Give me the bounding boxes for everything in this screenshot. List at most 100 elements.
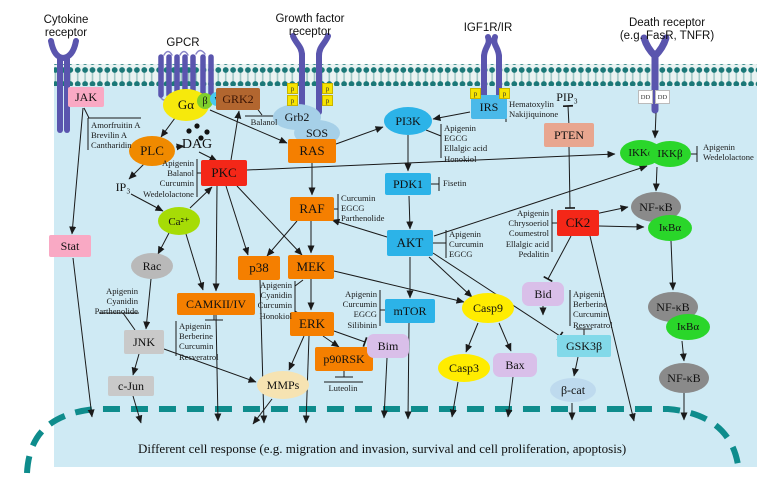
gpcr-shape — [158, 49, 214, 103]
inhibitor-list-mekerk_inh: Apigenin Cyanidin Curcumin Honokiol — [258, 280, 292, 321]
inhibitor-drug: Ellalgic acid — [505, 238, 549, 249]
activation-arrow — [651, 112, 659, 139]
phospho-tag: p — [287, 95, 298, 106]
inhibitor-drug: Honokiol — [444, 153, 477, 164]
receptor-header-line: (e.g. FasR, TNFR) — [619, 29, 715, 42]
nucleus-boundary — [24, 406, 742, 474]
node-ikkb: IKKβ — [649, 141, 691, 167]
activation-arrow — [652, 166, 660, 192]
inhibitor-drug: Apigenin — [345, 289, 377, 299]
arrows-layer — [69, 93, 698, 425]
inhibitor-list-pi3k_inh: Apigenin EGCG Ellalgic acid Honokiol — [444, 123, 487, 164]
node-gsk3b: GSK3β — [557, 335, 611, 357]
phospho-tag: p — [322, 95, 333, 106]
activation-arrow — [236, 185, 303, 256]
node-pdk1: PDK1 — [385, 173, 431, 195]
activation-arrow — [380, 357, 388, 419]
phospho-tag: p — [470, 88, 481, 99]
node-mtor: mTOR — [385, 299, 435, 323]
receptor-header-line: Growth factor — [275, 13, 345, 25]
cell-response-caption: Different cell response (e.g. migration … — [138, 441, 627, 456]
activation-arrow — [498, 322, 512, 352]
phospho-tag: p — [499, 88, 510, 99]
inhibitor-drug: Fisetin — [443, 178, 467, 188]
receptor-header-death: Death receptor (e.g. FasR, TNFR) — [620, 17, 714, 42]
inhibitor-drug: Apigenin — [703, 142, 735, 152]
activation-arrow — [209, 109, 288, 144]
node-mmps: MMPs — [257, 371, 309, 399]
activation-arrow — [157, 232, 170, 255]
receptor-header-cytokine: Cytokine receptor — [44, 14, 89, 39]
inhibitor-list-jnk_inh: Apigenin Cyanidin Parthenolide — [95, 286, 138, 317]
inhibitor-list-grk2_inh: Balanol — [251, 117, 278, 127]
node-casp9: Casp9 — [462, 293, 514, 323]
inhibitor-drug: Apigenin — [573, 289, 605, 299]
inhibition-bar — [564, 146, 576, 209]
growth-factor-receptor-shape — [290, 33, 331, 115]
inhibitor-drug: Parthenolide — [341, 213, 385, 224]
node-grk2: GRK2 — [216, 88, 260, 110]
inhibitor-drug: Cyanidin — [260, 290, 292, 301]
inhibitor-drug: EGCG — [341, 203, 365, 214]
bracket-line — [425, 129, 442, 137]
inhibitor-list-akt_inh: Apigenin Curcumin EGCG — [449, 229, 483, 260]
activation-arrow — [322, 335, 340, 348]
inhibition-bar — [333, 330, 368, 347]
activation-arrow — [594, 205, 629, 215]
activation-arrow — [131, 353, 140, 376]
inhibitor-drug: EGCG — [353, 309, 377, 320]
node-akt: AKT — [387, 230, 433, 256]
activation-arrow — [128, 163, 145, 180]
activation-arrow — [212, 185, 220, 292]
inhibitor-drug: EGCG — [444, 133, 468, 144]
inhibitor-list-irs_inh: Hematoxylin Nakijiquinone — [509, 99, 558, 119]
inhibitor-list-jak_inh: Amorfruitin A Brevilin A Cantharidin — [91, 120, 140, 151]
activation-arrow — [589, 235, 636, 422]
node-irs: IRS — [471, 95, 507, 119]
inhibitor-drug: Silibinin — [347, 319, 377, 330]
activation-arrow — [288, 335, 305, 371]
dag-lipid-dots — [186, 123, 210, 141]
activation-arrow — [130, 193, 164, 212]
node-dag: DAG — [181, 137, 213, 152]
activation-arrow — [259, 279, 268, 424]
node-p38: p38 — [238, 256, 280, 280]
node-pip3: PIP₃ — [556, 89, 578, 104]
plasma-membrane — [54, 64, 757, 86]
death-domain-tag: DD — [638, 90, 653, 104]
inhibitor-drug: Luteolin — [328, 383, 358, 393]
node-ikba2: IκBα — [666, 314, 710, 340]
activation-arrow — [679, 340, 687, 362]
activation-arrow — [428, 256, 473, 298]
inhibitor-drug: Curcumin — [159, 178, 194, 189]
node-stat: Stat — [49, 235, 91, 257]
activation-arrow — [335, 126, 384, 145]
inhibitor-drug: Brevilin A — [91, 130, 128, 141]
inhibitor-drug: Nakijiquinone — [509, 109, 559, 120]
bracket-line — [294, 279, 304, 287]
inhibitor-list-ikk_inh: Apigenin Wedelolactone — [703, 142, 754, 162]
node-bim: Bim — [367, 334, 409, 358]
inhibitor-list-mtor_inh: Apigenin Curcumin EGCG Silibinin — [343, 289, 377, 330]
activation-arrow — [252, 398, 273, 425]
inhibitor-drug: Resveratrol — [179, 351, 219, 362]
inhibitor-drug: EGCG — [449, 249, 473, 260]
bracket-line — [122, 312, 136, 331]
receptor-shapes — [48, 33, 670, 133]
activation-arrow — [225, 185, 250, 256]
receptor-header-gpcr: GPCR — [166, 37, 199, 50]
activation-arrow — [143, 278, 152, 330]
inhibitor-drug: Wedelolactone — [143, 188, 194, 199]
inhibitor-drug: Cantharidin — [91, 140, 132, 151]
activation-arrow — [175, 143, 185, 151]
cytokine-receptor-shape — [48, 38, 79, 133]
activation-arrow — [266, 220, 298, 257]
inhibitor-drug: Pedalitin — [518, 248, 549, 259]
inhibitor-list-gsk_inh: Apigenin Berberine Curcumin Resveratrol — [573, 289, 613, 330]
receptor-header-line: GPCR — [166, 37, 200, 49]
phospho-tag: p — [287, 83, 298, 94]
inhibitor-drug: Cyanidin — [106, 296, 138, 307]
node-jnk: JNK — [124, 330, 164, 354]
activation-arrow — [72, 257, 95, 418]
